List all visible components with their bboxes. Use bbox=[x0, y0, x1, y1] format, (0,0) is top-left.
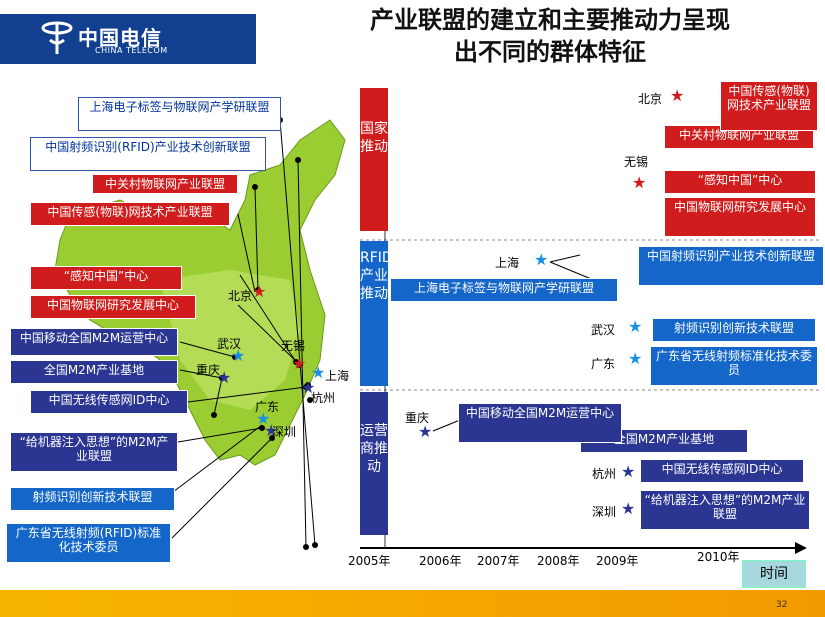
tl-star-shenzhen: ★ bbox=[621, 499, 636, 518]
tl-star-wuxi: ★ bbox=[632, 173, 647, 192]
map-city-chongqing: 重庆 bbox=[196, 363, 221, 377]
left-label-sensing: “感知中国”中心 bbox=[30, 266, 182, 290]
axis-year-2010: 2010年 bbox=[697, 550, 740, 564]
map-city-beijing: 北京 bbox=[228, 289, 253, 303]
tl-box-sh-alliance: 上海电子标签与物联网产学研联盟 bbox=[390, 278, 618, 302]
left-label-m2m-ideas: “给机器注入思想”的M2M产业联盟 bbox=[10, 432, 178, 472]
tl-star-shanghai: ★ bbox=[534, 250, 549, 269]
tl-star-wuhan: ★ bbox=[628, 317, 643, 336]
tl-box-iot-center: 中国物联网研究发展中心 bbox=[664, 197, 816, 237]
map-city-hangzhou: 杭州 bbox=[311, 391, 336, 405]
tl-city-chongqing: 重庆 bbox=[405, 411, 430, 425]
map-city-shenzhen: 深圳 bbox=[272, 425, 297, 439]
axis-year-2008: 2008年 bbox=[537, 554, 580, 568]
tl-city-shenzhen: 深圳 bbox=[592, 505, 617, 519]
tl-box-m2m-ideas: “给机器注入思想”的M2M产业联盟 bbox=[640, 490, 810, 530]
logo-bar bbox=[0, 14, 256, 64]
tl-city-guangdong: 广东 bbox=[591, 357, 616, 371]
tl-box-gd-rfid: 广东省无线射频标准化技术委员 bbox=[650, 346, 818, 386]
tl-star-guangdong: ★ bbox=[628, 349, 643, 368]
logo-text-en: CHINA TELECOM bbox=[95, 46, 168, 55]
left-label-m2m-base: 全国M2M产业基地 bbox=[10, 360, 178, 384]
category-rfid: RFID产业推动 bbox=[360, 241, 393, 386]
map-star-shenzhen: ★ bbox=[264, 421, 278, 440]
tl-box-sensing: “感知中国”中心 bbox=[664, 170, 816, 194]
map-city-shanghai: 上海 bbox=[325, 369, 350, 383]
page-number: 32 bbox=[776, 600, 788, 610]
left-label-sh-alliance: 上海电子标签与物联网产学研联盟 bbox=[78, 97, 281, 131]
page-title-line2: 出不同的群体特征 bbox=[454, 38, 646, 66]
left-label-iot-center: 中国物联网研究发展中心 bbox=[30, 295, 196, 319]
tl-star-chongqing: ★ bbox=[418, 422, 433, 441]
left-label-zgc: 中关村物联网产业联盟 bbox=[92, 174, 238, 194]
map-city-wuhan: 武汉 bbox=[217, 337, 242, 351]
tl-city-wuxi: 无锡 bbox=[624, 155, 649, 169]
tl-box-rfid-tech: 射频识别创新技术联盟 bbox=[652, 318, 816, 342]
left-label-gd-rfid: 广东省无线射频(RFID)标准化技术委员 bbox=[6, 523, 171, 563]
tl-box-wsn-id: 中国无线传感网ID中心 bbox=[640, 459, 804, 483]
tl-city-wuhan: 武汉 bbox=[591, 323, 616, 337]
category-national: 国家推动 bbox=[360, 88, 388, 231]
map-star-wuhan: ★ bbox=[231, 346, 245, 365]
map-star-wuxi: ★ bbox=[292, 354, 306, 373]
map-star-beijing: ★ bbox=[252, 282, 266, 301]
map-star-shanghai: ★ bbox=[311, 363, 325, 382]
axis-year-2009: 2009年 bbox=[596, 554, 639, 568]
tl-star-beijing: ★ bbox=[670, 86, 685, 105]
logo-text-cn: 中国电信 bbox=[78, 26, 162, 50]
map-star-hangzhou: ★ bbox=[301, 378, 315, 397]
map-city-guangdong: 广东 bbox=[255, 400, 280, 414]
page-title: 产业联盟的建立和主要推动力呈现 出不同的群体特征 bbox=[280, 4, 820, 68]
left-label-ctia: 中国传感(物联)网技术产业联盟 bbox=[30, 202, 230, 226]
left-label-m2m-center: 中国移动全国M2M运营中心 bbox=[10, 328, 178, 356]
axis-year-2005: 2005年 bbox=[348, 554, 391, 568]
tl-box-m2m-center: 中国移动全国M2M运营中心 bbox=[458, 403, 622, 443]
tl-box-rfid-alliance: 中国射频识别产业技术创新联盟 bbox=[638, 246, 824, 286]
tl-city-beijing: 北京 bbox=[638, 92, 663, 106]
tl-city-hangzhou: 杭州 bbox=[592, 467, 617, 481]
map-connector-dots bbox=[211, 117, 318, 550]
tl-star-hangzhou: ★ bbox=[621, 462, 636, 481]
tl-box-ctia: 中国传感(物联)网技术产业联盟 bbox=[720, 81, 818, 131]
left-label-rfid-tech: 射频识别创新技术联盟 bbox=[10, 487, 175, 511]
map-connector-lines bbox=[164, 119, 316, 548]
category-operator: 运营商推动 bbox=[360, 392, 388, 535]
time-axis-label: 时间 bbox=[742, 560, 806, 588]
left-label-rfid-alliance: 中国射频识别(RFID)产业技术创新联盟 bbox=[30, 137, 266, 171]
tl-city-shanghai: 上海 bbox=[495, 256, 520, 270]
footer-band bbox=[0, 590, 825, 617]
china-telecom-logo-icon bbox=[41, 21, 73, 54]
page-title-line1: 产业联盟的建立和主要推动力呈现 bbox=[370, 6, 730, 34]
axis-year-2006: 2006年 bbox=[419, 554, 462, 568]
map-city-wuxi: 无锡 bbox=[281, 339, 306, 353]
axis-year-2007: 2007年 bbox=[477, 554, 520, 568]
left-label-wsn-id: 中国无线传感网ID中心 bbox=[30, 390, 188, 414]
map-star-chongqing: ★ bbox=[217, 368, 231, 387]
map-star-guangdong: ★ bbox=[256, 409, 270, 428]
